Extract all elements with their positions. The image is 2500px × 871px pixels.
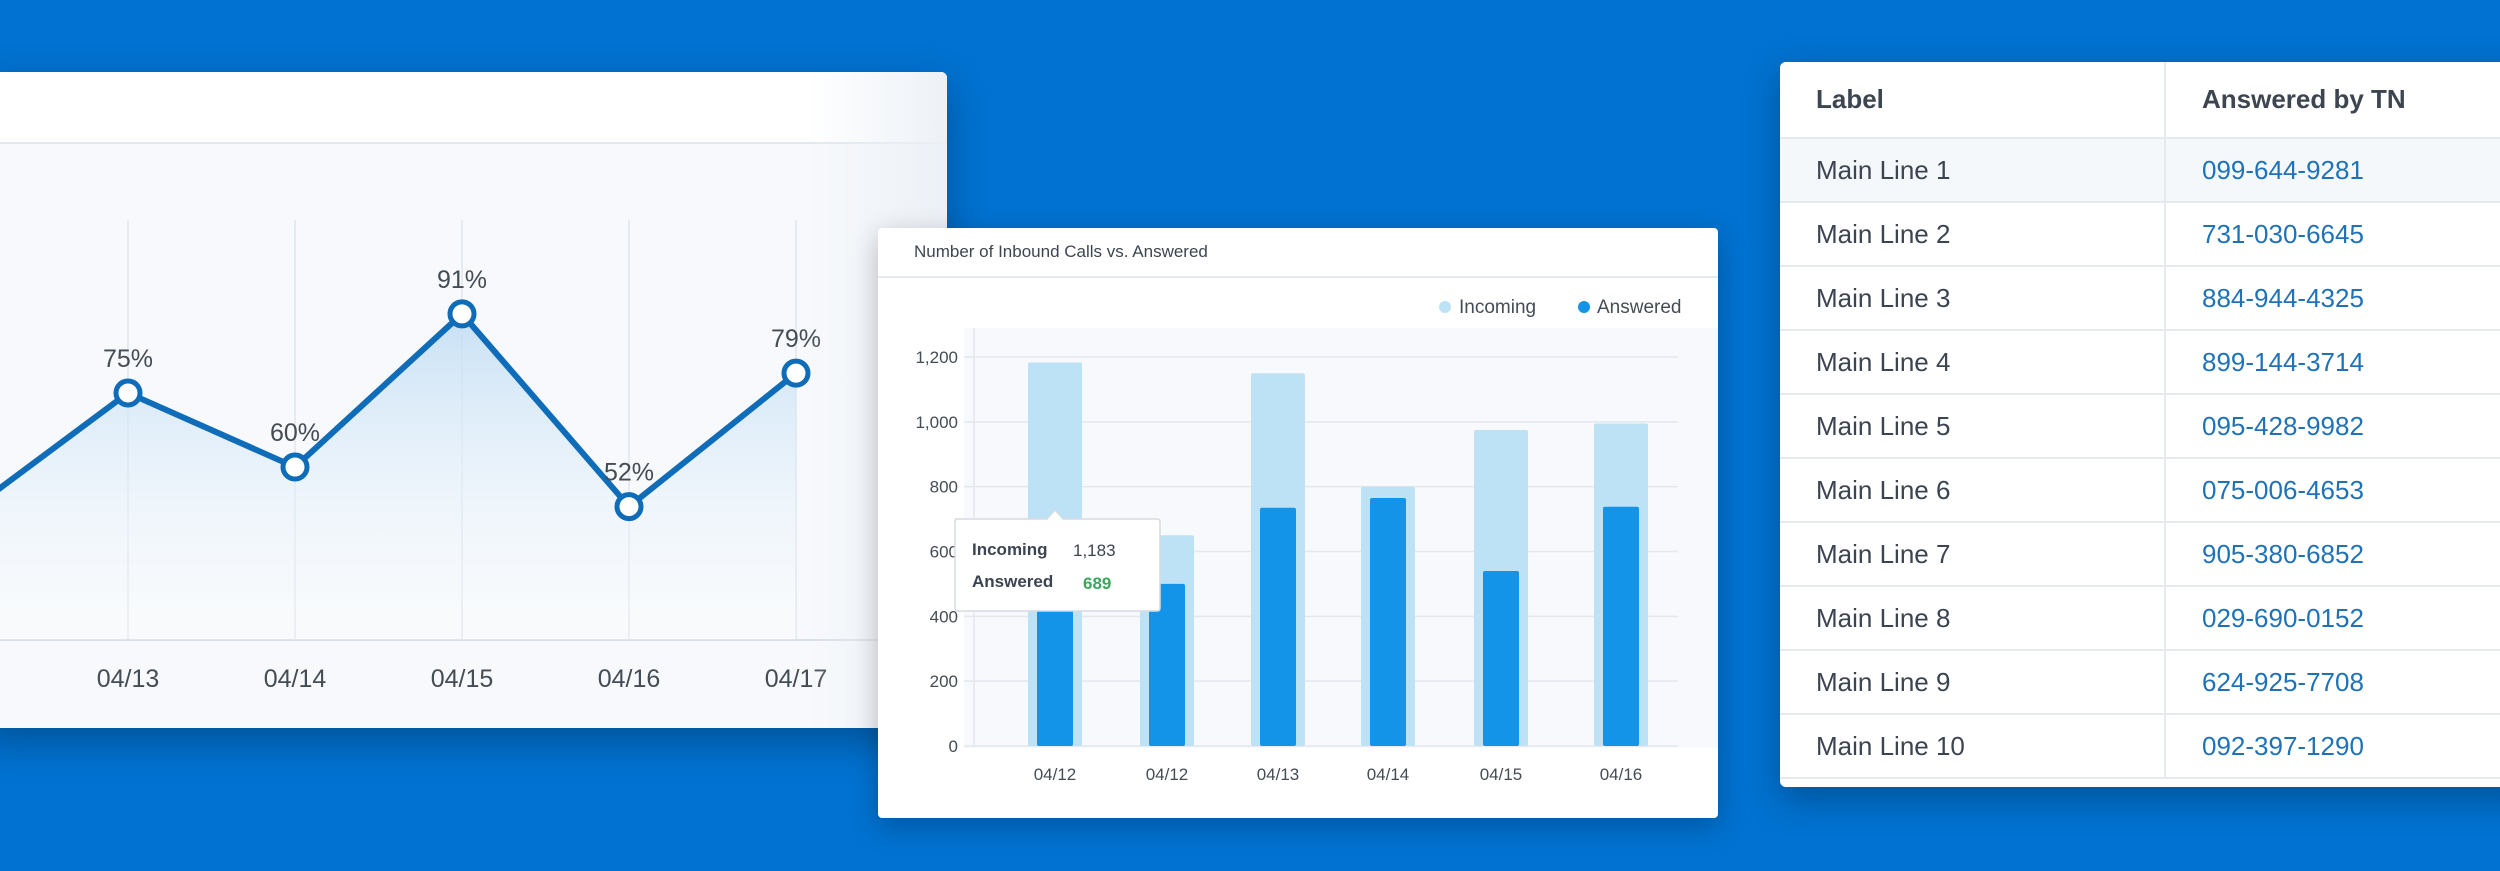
table-row: Main Line 2 731-030-6645 bbox=[1780, 202, 2500, 267]
line-x-tick-label: 04/14 bbox=[264, 665, 327, 693]
row-label: Main Line 5 bbox=[1780, 394, 2166, 459]
bar-x-tick-label: 04/16 bbox=[1600, 765, 1643, 784]
row-label: Main Line 8 bbox=[1780, 586, 2166, 651]
bar-chart-card: Number of Inbound Calls vs. Answered Inc… bbox=[878, 228, 1718, 818]
line-chart-card: 75% 60% 91% 52% 79% 04/13 04/14 04/15 04/16 04/1… bbox=[0, 72, 947, 728]
table-row: Main Line 9 624-925-7708 bbox=[1780, 650, 2500, 715]
row-tn-link[interactable]: 099-644-9281 bbox=[2165, 138, 2500, 203]
tooltip-incoming-label: Incoming bbox=[972, 540, 1048, 559]
bar-y-tick-label: 200 bbox=[930, 672, 958, 691]
bar-y-tick-label: 600 bbox=[930, 543, 958, 562]
bar-y-tick-label: 400 bbox=[930, 607, 958, 626]
bar-y-tick-label: 1,000 bbox=[915, 413, 958, 432]
answered-bar bbox=[1370, 498, 1406, 746]
row-tn-link[interactable]: 075-006-4653 bbox=[2165, 458, 2500, 523]
tooltip-answered-value: 689 bbox=[1083, 574, 1111, 593]
line-table: Label Answered by TN Main Line 1 099-644-… bbox=[1780, 62, 2500, 779]
line-point bbox=[614, 492, 644, 522]
table-row: Main Line 4 899-144-3714 bbox=[1780, 330, 2500, 395]
answered-bar bbox=[1483, 570, 1519, 746]
line-point-label: 91% bbox=[437, 266, 487, 294]
bar-y-tick-label: 0 bbox=[949, 737, 958, 756]
row-label: Main Line 1 bbox=[1780, 138, 2166, 203]
row-tn-link[interactable]: 029-690-0152 bbox=[2165, 586, 2500, 651]
legend-incoming-swatch bbox=[1439, 301, 1451, 313]
bar-x-tick-label: 04/13 bbox=[1257, 765, 1300, 784]
table-row: Main Line 3 884-944-4325 bbox=[1780, 266, 2500, 331]
row-tn-link[interactable]: 092-397-1290 bbox=[2165, 714, 2500, 779]
tooltip-answered-label: Answered bbox=[972, 572, 1053, 591]
row-label: Main Line 6 bbox=[1780, 458, 2166, 523]
line-x-tick-label: 04/13 bbox=[97, 665, 160, 693]
table-row: Main Line 5 095-428-9982 bbox=[1780, 394, 2500, 459]
line-point-label: 75% bbox=[103, 345, 153, 373]
line-table-card: Label Answered by TN Main Line 1 099-644-… bbox=[1780, 62, 2500, 787]
bar-chart: Number of Inbound Calls vs. Answered Inc… bbox=[878, 242, 1718, 784]
table-row: Main Line 10 092-397-1290 bbox=[1780, 714, 2500, 779]
line-point bbox=[113, 378, 143, 408]
line-x-tick-label: 04/15 bbox=[431, 665, 494, 693]
bar-x-tick-label: 04/12 bbox=[1034, 765, 1077, 784]
line-series bbox=[0, 310, 798, 510]
table-row: Main Line 7 905-380-6852 bbox=[1780, 522, 2500, 587]
table-row: Main Line 6 075-006-4653 bbox=[1780, 458, 2500, 523]
table-row: Main Line 8 029-690-0152 bbox=[1780, 586, 2500, 651]
column-header-label: Label bbox=[1780, 62, 2166, 139]
row-label: Main Line 9 bbox=[1780, 650, 2166, 715]
legend-incoming-label: Incoming bbox=[1459, 297, 1536, 318]
legend-answered-label: Answered bbox=[1597, 297, 1682, 318]
row-tn-link[interactable]: 095-428-9982 bbox=[2165, 394, 2500, 459]
line-point bbox=[781, 358, 811, 388]
bar-x-tick-label: 04/14 bbox=[1367, 765, 1410, 784]
line-point bbox=[447, 299, 477, 329]
row-label: Main Line 2 bbox=[1780, 202, 2166, 267]
line-x-tick-label: 04/16 bbox=[598, 665, 661, 693]
line-chart: 75%60%91%52%79% 04/13 04/14 04/15 04/16 04/1… bbox=[0, 220, 880, 693]
table-row: Main Line 1 099-644-9281 bbox=[1780, 138, 2500, 203]
line-chart-area bbox=[0, 313, 796, 640]
bar-y-tick-label: 1,200 bbox=[915, 348, 958, 367]
line-point-label: 52% bbox=[604, 459, 654, 487]
row-label: Main Line 10 bbox=[1780, 714, 2166, 779]
line-point bbox=[280, 452, 310, 482]
answered-bar bbox=[1149, 583, 1185, 746]
tooltip-incoming-value: 1,183 bbox=[1073, 541, 1116, 560]
row-label: Main Line 4 bbox=[1780, 330, 2166, 395]
table-header-row: Label Answered by TN bbox=[1780, 62, 2500, 139]
column-header-answered-by-tn: Answered by TN bbox=[2165, 62, 2500, 139]
row-tn-link[interactable]: 905-380-6852 bbox=[2165, 522, 2500, 587]
answered-bar bbox=[1260, 507, 1296, 746]
tooltip-box bbox=[954, 508, 1161, 612]
row-tn-link[interactable]: 624-925-7708 bbox=[2165, 650, 2500, 715]
row-label: Main Line 7 bbox=[1780, 522, 2166, 587]
row-label: Main Line 3 bbox=[1780, 266, 2166, 331]
line-chart-header bbox=[0, 72, 947, 144]
bar-chart-legend: Incoming Answered bbox=[1439, 297, 1682, 318]
bar-chart-title: Number of Inbound Calls vs. Answered bbox=[914, 242, 1208, 261]
answered-bar bbox=[1603, 506, 1639, 746]
bar-x-tick-label: 04/12 bbox=[1146, 765, 1189, 784]
bar-x-tick-label: 04/15 bbox=[1480, 765, 1523, 784]
legend-answered-swatch bbox=[1578, 301, 1590, 313]
bar-y-tick-label: 800 bbox=[930, 478, 958, 497]
line-point-label: 60% bbox=[270, 419, 320, 447]
bar-chart-tooltip: Incoming 1,183 Answered 689 bbox=[954, 508, 1161, 612]
row-tn-link[interactable]: 731-030-6645 bbox=[2165, 202, 2500, 267]
row-tn-link[interactable]: 884-944-4325 bbox=[2165, 266, 2500, 331]
row-tn-link[interactable]: 899-144-3714 bbox=[2165, 330, 2500, 395]
